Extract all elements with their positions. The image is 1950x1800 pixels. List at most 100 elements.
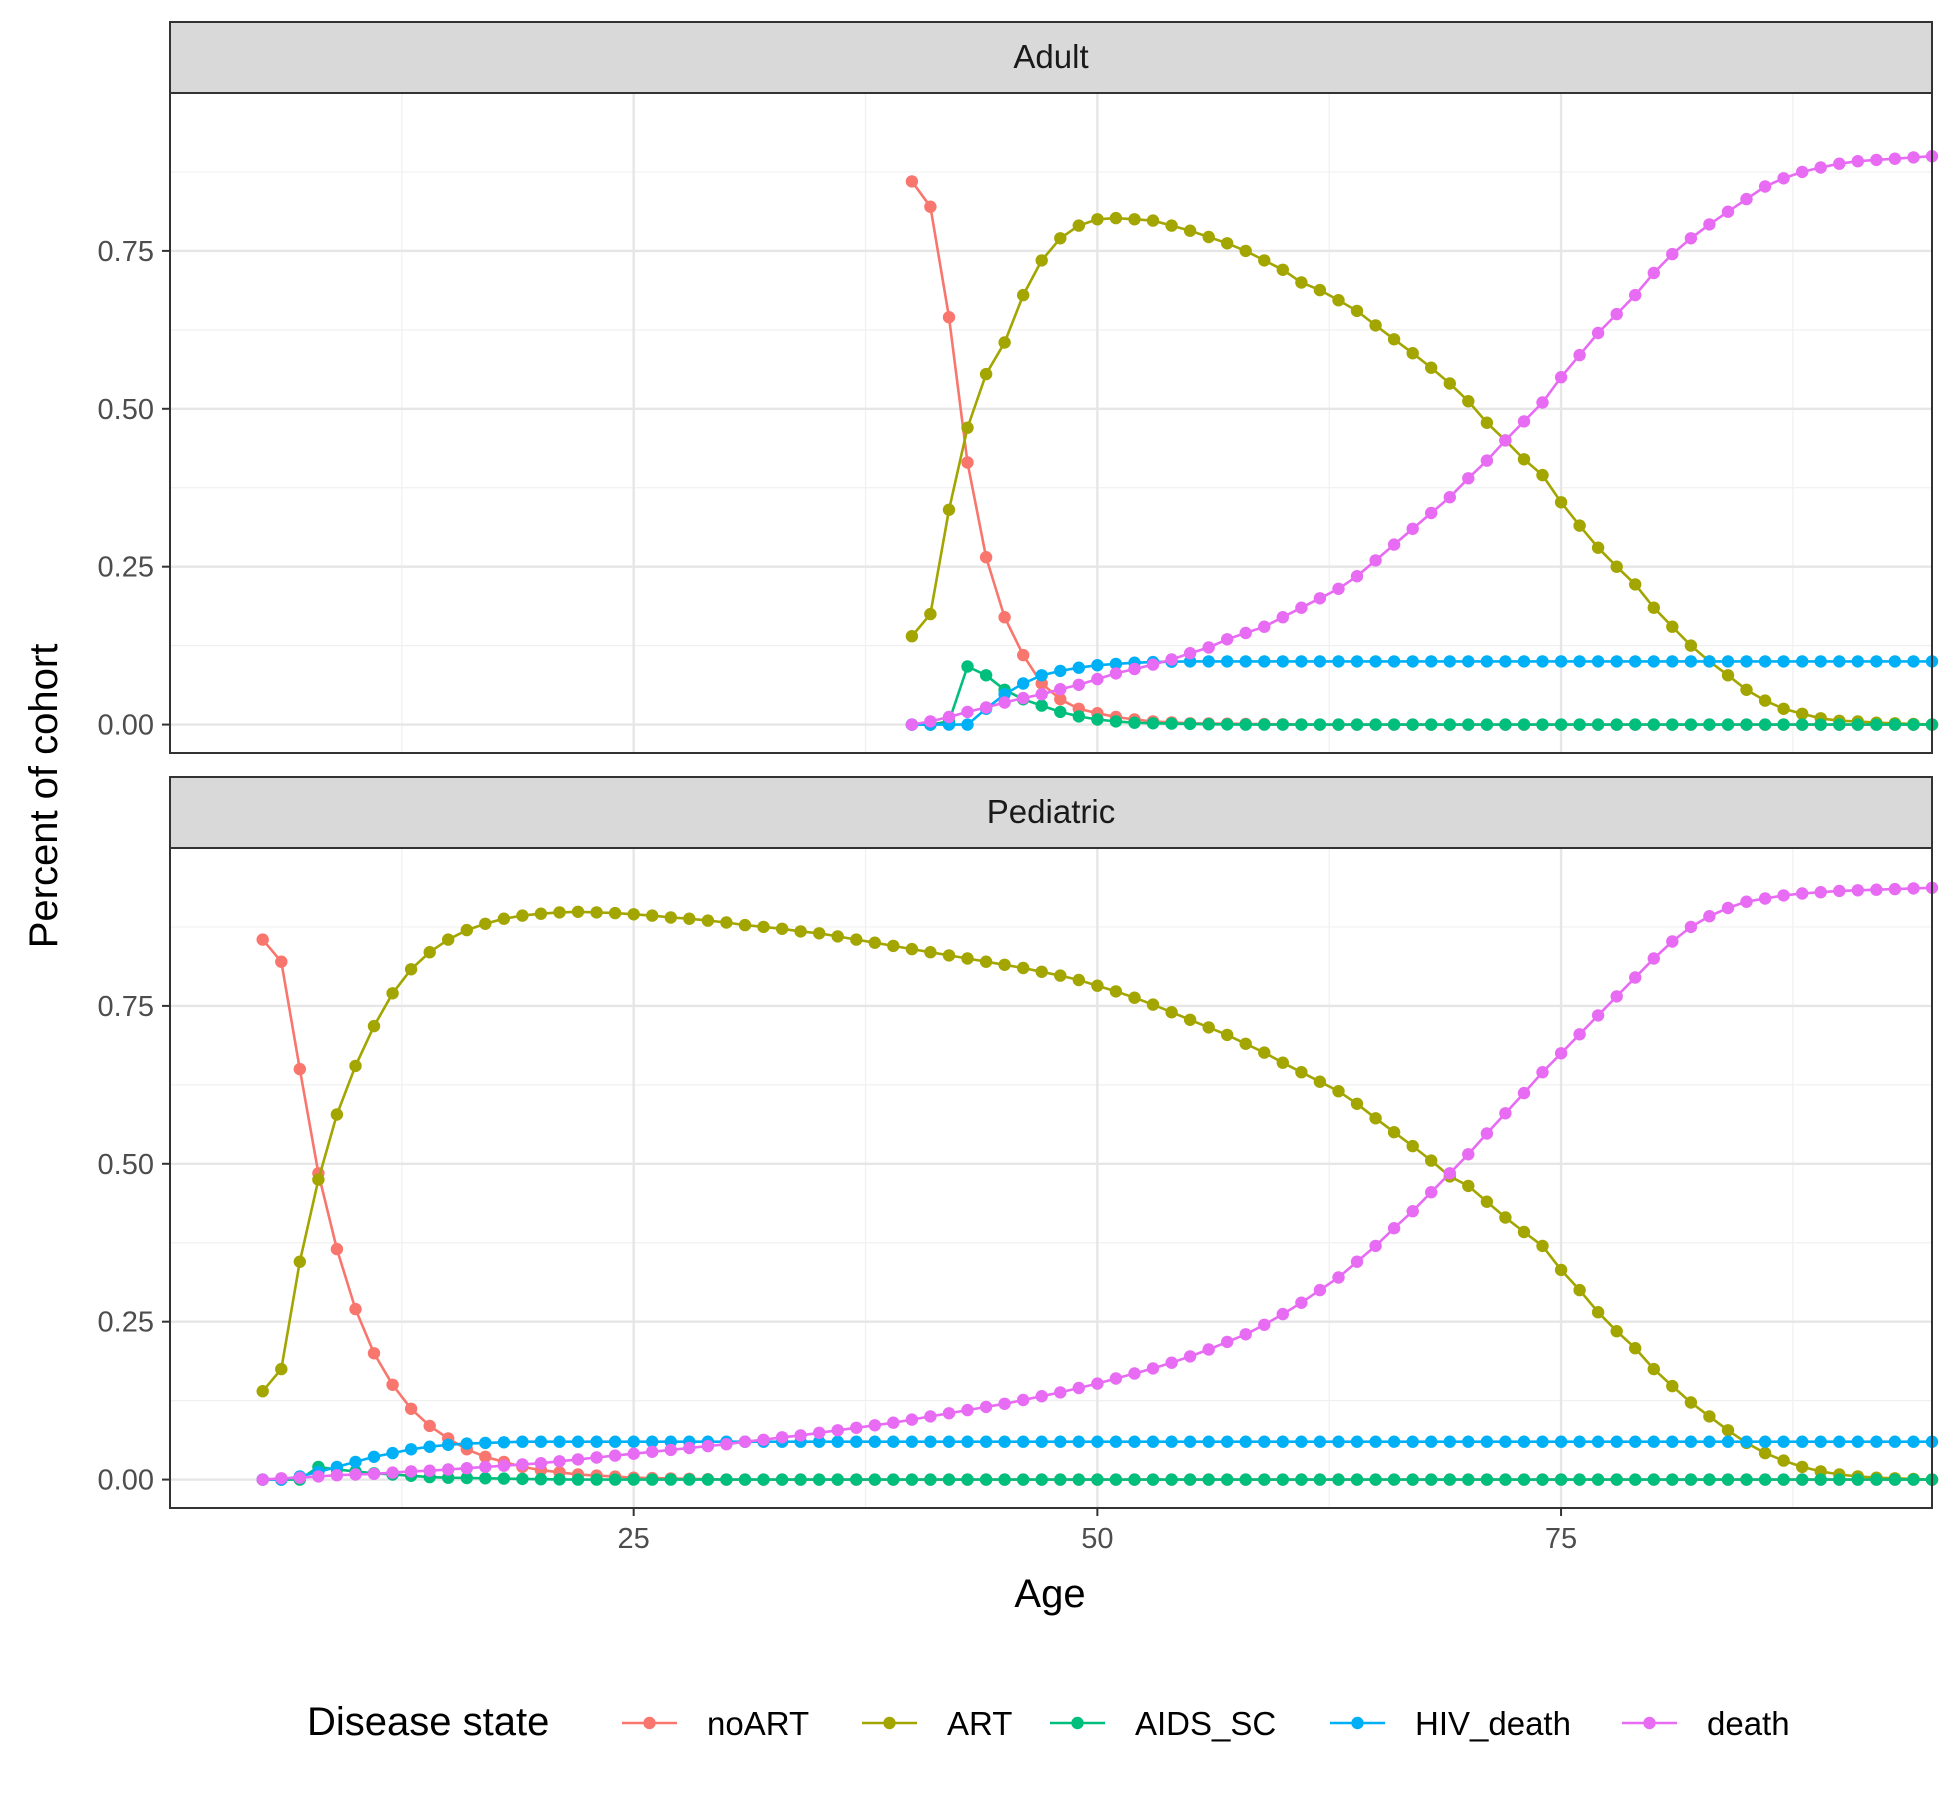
data-point-AIDS_SC xyxy=(1480,1473,1494,1486)
data-point-HIV_death xyxy=(1350,1435,1364,1448)
data-point-AIDS_SC xyxy=(1183,1473,1197,1486)
data-point-AIDS_SC xyxy=(1462,1473,1475,1486)
data-point-HIV_death xyxy=(1054,664,1067,678)
data-point-HIV_death xyxy=(1035,1435,1048,1448)
data-point-ART xyxy=(553,906,566,919)
data-point-ART xyxy=(1536,468,1549,482)
data-point-HIV_death xyxy=(1091,1435,1104,1448)
data-point-HIV_death xyxy=(1758,655,1772,668)
data-point-death xyxy=(1536,1066,1549,1079)
data-point-HIV_death xyxy=(1499,655,1512,668)
x-axis-title: Age xyxy=(1014,1572,1085,1616)
data-point-AIDS_SC xyxy=(1425,718,1438,731)
data-point-death xyxy=(1128,662,1141,676)
legend-item-ART: ART xyxy=(862,1705,1012,1742)
data-point-AIDS_SC xyxy=(1777,1473,1790,1486)
facet-strip-label-pediatric: Pediatric xyxy=(987,793,1115,830)
data-point-AIDS_SC xyxy=(1796,718,1809,731)
data-point-noART xyxy=(423,1419,436,1433)
data-point-AIDS_SC xyxy=(664,1473,677,1486)
y-tick-label: 0.50 xyxy=(98,394,154,426)
data-point-HIV_death xyxy=(1833,1435,1846,1448)
data-point-ART xyxy=(979,955,993,968)
data-point-AIDS_SC xyxy=(1128,1473,1141,1486)
legend-label-HIV_death: HIV_death xyxy=(1415,1705,1571,1742)
data-point-death xyxy=(1758,180,1772,193)
data-point-ART xyxy=(1425,1154,1438,1167)
data-point-HIV_death xyxy=(1870,655,1883,668)
data-point-ART xyxy=(775,922,789,935)
data-point-AIDS_SC xyxy=(905,1473,919,1486)
data-point-ART xyxy=(794,925,807,938)
data-point-HIV_death xyxy=(1072,661,1086,674)
data-point-HIV_death xyxy=(1480,1435,1494,1448)
data-point-HIV_death xyxy=(590,1435,603,1448)
data-point-AIDS_SC xyxy=(1870,1473,1883,1486)
data-point-AIDS_SC xyxy=(794,1473,807,1486)
data-point-death xyxy=(1276,611,1290,624)
data-point-ART xyxy=(1721,669,1735,682)
data-point-ART xyxy=(998,336,1011,349)
data-point-HIV_death xyxy=(1258,655,1271,668)
data-point-ART xyxy=(312,1173,325,1186)
data-point-HIV_death xyxy=(1443,1435,1457,1448)
data-point-AIDS_SC xyxy=(1573,1473,1586,1486)
data-point-death xyxy=(1183,647,1197,660)
data-point-death xyxy=(1814,886,1827,899)
data-point-AIDS_SC xyxy=(1480,718,1494,731)
data-point-death xyxy=(1332,1271,1345,1284)
data-point-death xyxy=(1907,882,1920,895)
data-point-HIV_death xyxy=(1332,1435,1345,1448)
data-point-ART xyxy=(1350,1097,1364,1111)
data-point-HIV_death xyxy=(1091,659,1104,672)
data-point-HIV_death xyxy=(1907,1435,1920,1448)
data-point-death xyxy=(608,1449,622,1462)
data-point-HIV_death xyxy=(1462,1435,1475,1448)
data-point-HIV_death xyxy=(942,1435,956,1448)
data-point-ART xyxy=(367,1019,381,1033)
data-point-HIV_death xyxy=(1350,655,1364,668)
legend-item-death: death xyxy=(1622,1705,1790,1742)
data-point-AIDS_SC xyxy=(1165,717,1178,730)
data-point-death xyxy=(1629,971,1642,984)
data-point-HIV_death xyxy=(423,1440,436,1453)
data-point-AIDS_SC xyxy=(1907,1473,1920,1486)
data-point-HIV_death xyxy=(1387,1435,1401,1448)
data-point-ART xyxy=(1128,213,1141,226)
data-point-death xyxy=(1703,910,1716,923)
data-point-AIDS_SC xyxy=(775,1473,789,1486)
data-point-HIV_death xyxy=(1276,1435,1290,1448)
data-point-noART xyxy=(961,456,974,469)
data-point-HIV_death xyxy=(1758,1435,1772,1448)
data-point-noART xyxy=(275,955,288,968)
data-point-death xyxy=(1091,1377,1104,1390)
data-point-death xyxy=(831,1424,844,1437)
y-axis-ticks-adult: 0.00 0.25 0.50 0.75 xyxy=(98,236,170,742)
data-point-death xyxy=(1054,683,1067,696)
data-point-death xyxy=(1758,892,1772,905)
data-point-ART xyxy=(1406,347,1419,360)
data-point-AIDS_SC xyxy=(1109,1473,1123,1486)
legend-item-HIV_death: HIV_death xyxy=(1330,1705,1571,1742)
data-point-HIV_death xyxy=(831,1435,844,1448)
data-point-HIV_death xyxy=(1721,655,1735,668)
data-point-HIV_death xyxy=(349,1455,362,1469)
data-point-noART xyxy=(256,933,269,946)
panel-background-pediatric xyxy=(170,848,1932,1508)
data-point-ART xyxy=(1647,601,1661,614)
data-point-ART xyxy=(831,930,844,943)
data-point-ART xyxy=(961,952,974,965)
data-point-death xyxy=(1851,884,1865,897)
data-point-death xyxy=(1035,1390,1048,1403)
data-point-death xyxy=(1907,151,1920,164)
data-point-ART xyxy=(1276,1056,1290,1069)
data-point-HIV_death xyxy=(627,1435,640,1448)
data-point-ART xyxy=(590,906,603,919)
data-point-HIV_death xyxy=(961,1435,974,1448)
data-point-ART xyxy=(293,1255,306,1268)
data-point-HIV_death xyxy=(1796,1435,1809,1448)
data-point-AIDS_SC xyxy=(1499,1473,1512,1486)
data-point-HIV_death xyxy=(1221,1435,1234,1448)
data-point-AIDS_SC xyxy=(1221,718,1234,731)
data-point-HIV_death xyxy=(1462,655,1475,668)
